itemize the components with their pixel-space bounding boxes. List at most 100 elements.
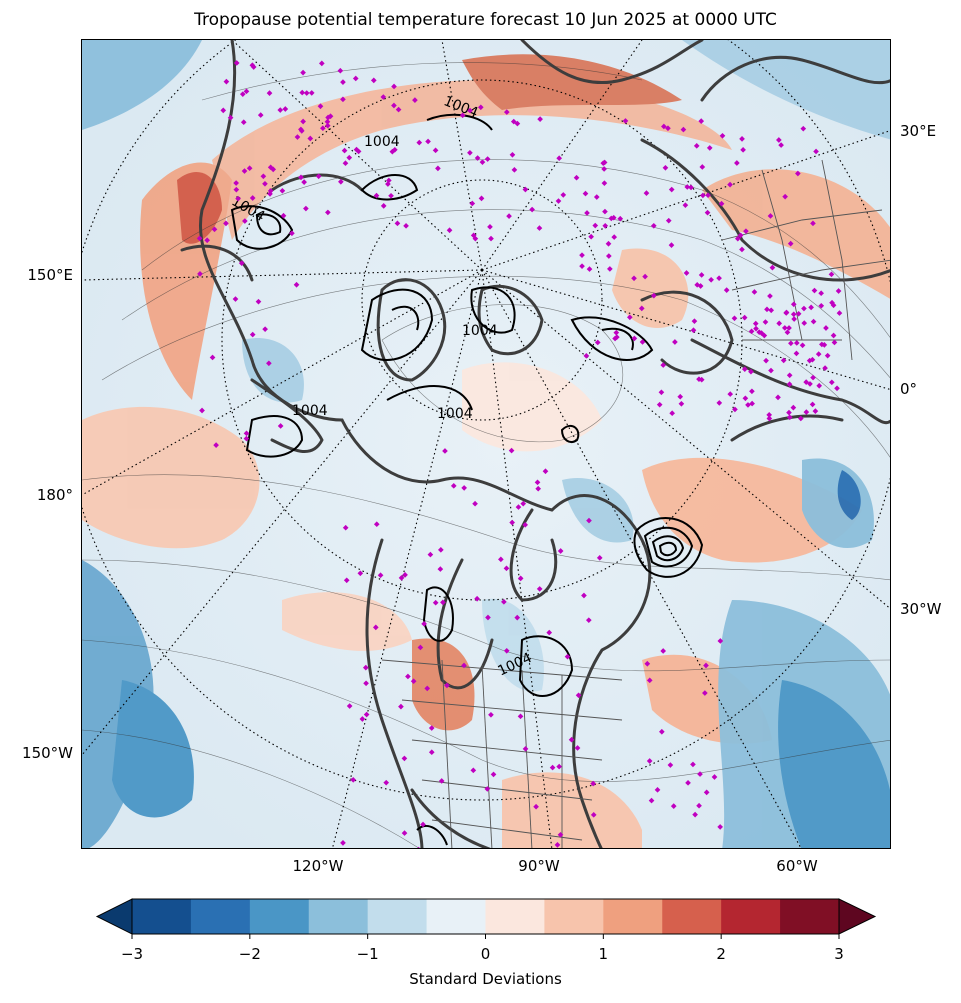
station-marker [370, 77, 377, 84]
station-marker [787, 240, 794, 247]
station-marker [340, 840, 346, 846]
station-marker [613, 329, 620, 336]
longitude-label-150w: 150°W [22, 744, 73, 762]
station-marker [266, 360, 272, 367]
station-marker [669, 410, 676, 417]
station-marker [810, 318, 817, 325]
station-marker [668, 242, 675, 248]
station-marker [395, 106, 402, 113]
station-marker [611, 234, 618, 240]
station-marker [342, 524, 349, 531]
negative-anomaly-areas [82, 40, 890, 848]
station-marker [560, 192, 567, 198]
colorbar-tick-marks [131, 934, 840, 939]
longitude-label-90w: 90°W [518, 857, 560, 875]
station-marker [437, 566, 444, 572]
station-marker [277, 423, 284, 429]
station-marker [403, 223, 409, 229]
station-marker [401, 830, 408, 836]
station-marker [700, 192, 706, 199]
station-marker [338, 178, 344, 185]
station-marker [748, 328, 755, 335]
station-marker [672, 339, 678, 345]
station-marker [568, 736, 575, 743]
station-marker [622, 118, 629, 124]
station-marker [227, 114, 234, 121]
station-marker [670, 803, 677, 809]
station-marker [788, 340, 794, 347]
station-marker [586, 266, 593, 272]
station-marker [501, 599, 507, 605]
political-borders [381, 159, 890, 848]
station-marker [353, 146, 360, 153]
station-marker [199, 407, 205, 414]
station-marker [778, 142, 784, 148]
station-marker [432, 147, 439, 154]
station-marker [786, 414, 793, 421]
station-marker [590, 780, 596, 787]
station-marker [592, 222, 599, 229]
station-marker [601, 166, 607, 172]
station-marker [753, 325, 759, 332]
station-marker [786, 381, 793, 388]
station-marker [342, 160, 349, 167]
station-marker [238, 260, 245, 266]
station-marker [690, 761, 696, 768]
station-marker [780, 357, 787, 364]
station-marker [828, 271, 835, 278]
station-marker [702, 690, 708, 696]
station-marker [233, 180, 239, 186]
station-marker [705, 192, 711, 199]
station-marker [617, 215, 624, 222]
station-marker [372, 624, 379, 631]
station-marker [719, 132, 726, 139]
station-marker [357, 570, 364, 577]
station-marker [816, 382, 823, 389]
station-marker [583, 353, 590, 359]
station-marker [786, 325, 792, 331]
station-marker [303, 90, 310, 96]
station-marker [398, 703, 404, 710]
station-marker [260, 173, 267, 180]
station-marker [790, 404, 797, 411]
station-marker [698, 118, 705, 124]
station-marker [790, 301, 797, 308]
station-marker [438, 778, 445, 784]
station-marker [554, 842, 561, 848]
station-marker [581, 592, 587, 599]
station-marker [324, 122, 331, 129]
station-marker [542, 468, 549, 475]
station-marker [803, 409, 810, 415]
station-marker [790, 311, 797, 318]
station-marker [389, 148, 396, 155]
station-marker [704, 209, 711, 216]
station-marker [461, 485, 467, 491]
station-marker [363, 680, 369, 687]
station-marker [467, 107, 473, 114]
colorbar-tick-label: 3 [834, 945, 844, 963]
station-marker [732, 406, 738, 413]
station-marker [428, 725, 435, 731]
station-marker [775, 394, 781, 401]
station-marker [303, 205, 309, 212]
station-marker [484, 786, 491, 792]
station-marker [767, 213, 774, 219]
station-marker [650, 222, 657, 229]
station-marker [340, 96, 346, 103]
colorbar-cell [367, 899, 428, 934]
station-marker [697, 771, 703, 777]
station-marker [727, 181, 733, 188]
station-marker [762, 319, 769, 325]
station-marker [748, 368, 754, 375]
station-marker [741, 366, 748, 373]
station-marker [289, 230, 295, 237]
station-marker [490, 771, 497, 778]
station-marker [626, 314, 633, 321]
colorbar-extend-min [95, 898, 133, 935]
station-marker [477, 104, 484, 111]
colorbar-cell [485, 899, 545, 934]
station-marker [308, 90, 315, 96]
station-marker [242, 218, 248, 224]
station-marker [282, 106, 289, 112]
station-marker [608, 215, 615, 222]
